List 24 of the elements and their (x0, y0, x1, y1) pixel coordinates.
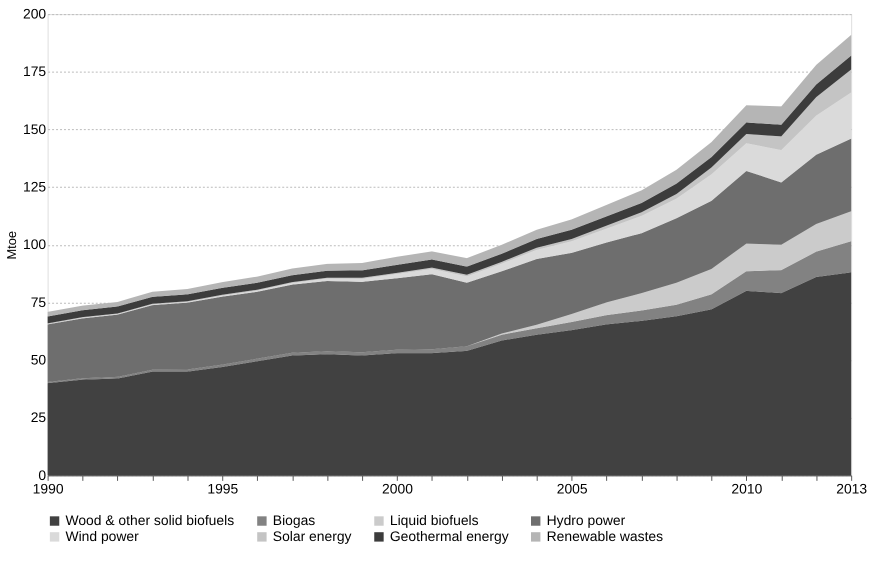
y-tick-label: 175 (22, 63, 46, 80)
x-tick-label: 1995 (207, 480, 239, 497)
x-tick-label: 2005 (556, 480, 588, 497)
y-tick-label: 25 (30, 409, 46, 426)
y-tick-label: 50 (30, 352, 46, 368)
y-axis-title: Mtoe (4, 230, 20, 260)
y-tick-label: 125 (22, 178, 46, 195)
x-tick-label: 2000 (382, 480, 414, 497)
legend-label: Wood & other solid biofuels (65, 512, 234, 528)
y-tick-label: 100 (22, 236, 46, 252)
y-tick-label: 200 (22, 6, 46, 22)
legend-label: Liquid biofuels (390, 512, 479, 528)
legend-label: Solar energy (272, 528, 352, 544)
y-tick-label: 150 (22, 120, 46, 137)
y-tick-label: 0 (38, 466, 46, 483)
legend-label: Wind power (65, 528, 140, 544)
legend-label: Geothermal energy (390, 528, 509, 544)
legend-label: Biogas (272, 512, 316, 528)
legend-label: Hydro power (546, 512, 626, 528)
x-tick-label: 2013 (836, 480, 868, 497)
x-tick-label: 2010 (731, 480, 763, 497)
y-tick-label: 75 (30, 294, 46, 310)
x-tick-label: 1990 (32, 480, 64, 497)
legend-label: Renewable wastes (546, 528, 664, 544)
